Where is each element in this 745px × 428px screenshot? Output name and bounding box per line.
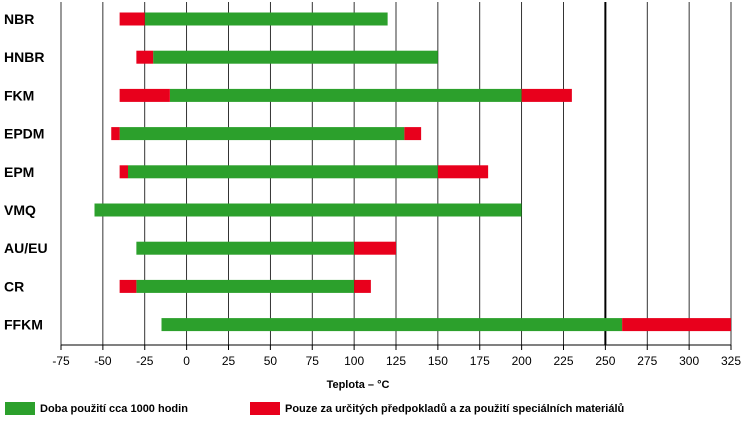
category-label-ffkm: FFKM	[4, 317, 43, 333]
x-tick-label-10: 175	[470, 354, 490, 368]
x-tick-label-9: 150	[428, 354, 448, 368]
x-tick-label-6: 75	[306, 354, 320, 368]
bar-red-2-1	[521, 88, 572, 102]
bar-green-7	[136, 279, 355, 293]
legend-label-green: Doba použití cca 1000 hodin	[40, 402, 188, 415]
x-tick-label-0: -75	[52, 354, 70, 368]
bar-green-0	[144, 12, 388, 26]
x-tick-label-11: 200	[512, 354, 532, 368]
bar-red-4-0	[119, 165, 128, 179]
bar-red-1-0	[136, 50, 154, 64]
category-labels: NBR HNBR FKM EPDM EPM VMQ AU/EU CR FFKM	[4, 11, 48, 333]
legend-item-red: Pouze za určitých předpokladů a za použi…	[250, 402, 624, 415]
category-label-nbr: NBR	[4, 11, 34, 27]
category-label-hnbr: HNBR	[4, 49, 44, 65]
category-label-fkm: FKM	[4, 87, 34, 103]
bars	[94, 12, 731, 332]
bar-green-8	[161, 318, 623, 332]
bar-red-7-0	[119, 279, 137, 293]
x-tick-label-16: 325	[721, 354, 741, 368]
x-axis-ticks: -75 -50 -25 0 25 50 75 100 125 150 175 200 225 250 275…	[52, 345, 741, 368]
bar-red-8-0	[622, 318, 731, 332]
bar-green-6	[136, 241, 355, 255]
bar-red-3-1	[404, 127, 422, 141]
bar-red-3-0	[111, 127, 120, 141]
category-label-cr: CR	[4, 278, 24, 294]
temperature-range-chart: NBR HNBR FKM EPDM EPM VMQ AU/EU CR FFKM -75 -50 -2…	[4, 2, 741, 391]
bar-red-6-0	[354, 241, 396, 255]
bar-green-4	[128, 165, 438, 179]
x-tick-label-8: 125	[386, 354, 406, 368]
bar-green-2	[169, 88, 522, 102]
category-label-au-eu: AU/EU	[4, 240, 48, 256]
x-tick-label-7: 100	[344, 354, 364, 368]
bar-green-3	[119, 127, 405, 141]
x-tick-label-12: 225	[553, 354, 573, 368]
bar-green-5	[94, 203, 522, 217]
legend-item-green: Doba použití cca 1000 hodin	[5, 402, 188, 415]
x-tick-label-13: 250	[595, 354, 615, 368]
bar-red-2-0	[119, 88, 170, 102]
x-tick-label-3: 0	[183, 354, 190, 368]
bar-red-4-1	[437, 165, 489, 179]
x-tick-label-5: 50	[264, 354, 278, 368]
category-label-epdm: EPDM	[4, 126, 44, 142]
x-axis-title: Teplota – °C	[327, 379, 390, 391]
legend: Doba použití cca 1000 hodin Pouze za urč…	[0, 402, 745, 422]
x-tick-label-15: 300	[679, 354, 699, 368]
x-tick-label-1: -50	[94, 354, 112, 368]
bar-red-7-1	[354, 279, 371, 293]
category-label-vmq: VMQ	[4, 202, 36, 218]
bar-red-0-0	[119, 12, 145, 26]
x-tick-label-4: 25	[222, 354, 236, 368]
legend-swatch-green	[5, 402, 35, 415]
legend-swatch-red	[250, 402, 280, 415]
x-tick-label-14: 275	[637, 354, 657, 368]
x-tick-label-2: -25	[136, 354, 154, 368]
legend-label-red: Pouze za určitých předpokladů a za použi…	[285, 402, 625, 415]
category-label-epm: EPM	[4, 164, 34, 180]
bar-green-1	[153, 50, 438, 64]
